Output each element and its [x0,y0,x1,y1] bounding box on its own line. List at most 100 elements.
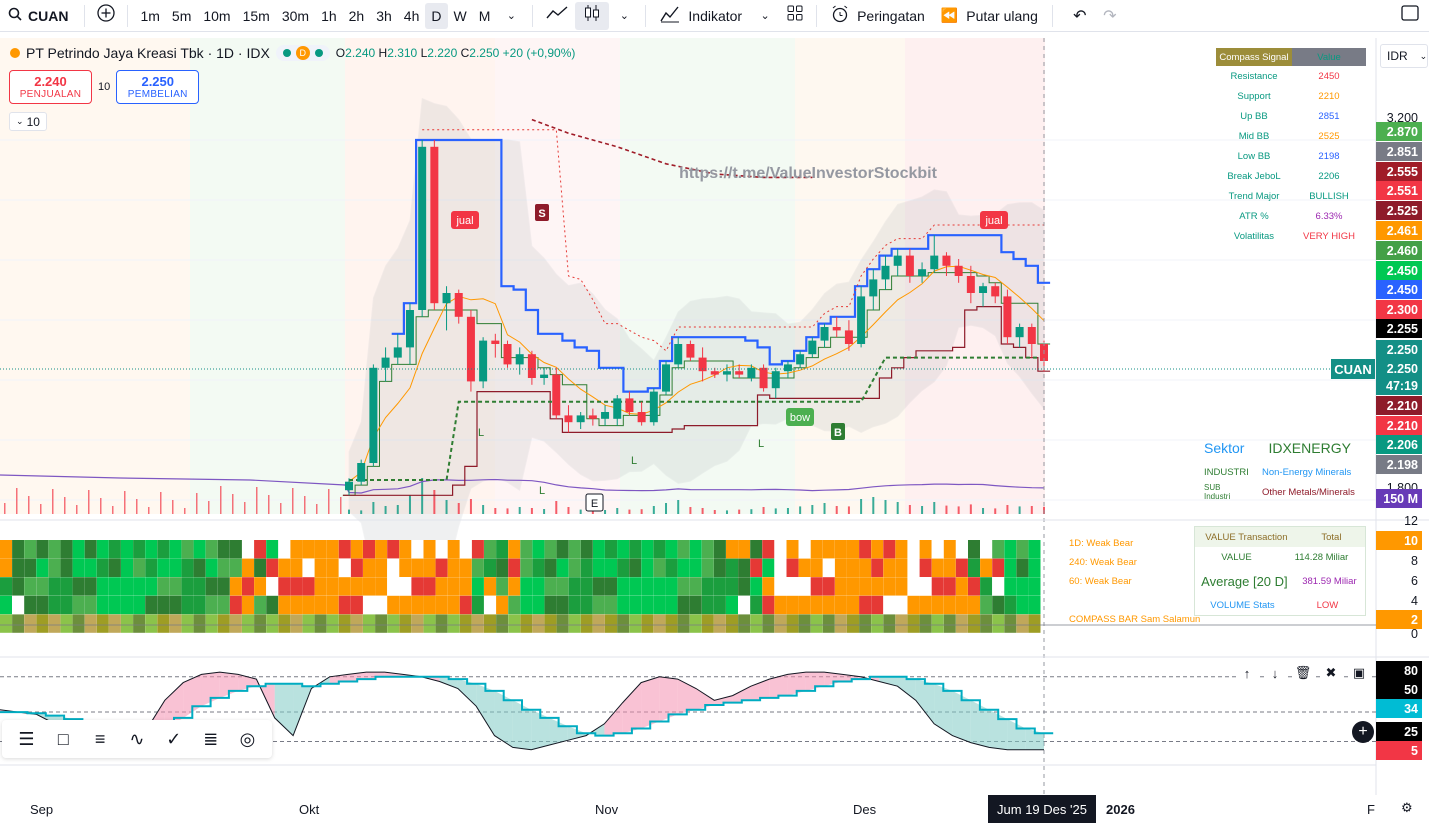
horizontal-lines-icon[interactable]: ☰ [18,728,35,749]
heat-cell [108,540,121,559]
heat-cell [750,558,763,577]
heat-cell [181,540,194,559]
interval-1m[interactable]: 1m [140,7,160,24]
candle-body [674,344,683,365]
interval-5m[interactable]: 5m [171,7,192,24]
heat-cell [520,540,533,559]
heat-cell [217,558,230,577]
settings-gear-icon[interactable]: ⚙ [1401,800,1413,815]
heat-cell [895,595,908,615]
chevron-down-icon: ⌄ [619,10,629,22]
symbol-label: CUAN [28,7,69,24]
heat-cell [726,540,738,559]
window-icon[interactable]: ▣ [1348,662,1370,684]
currency-selector[interactable]: IDR ⌄ [1380,44,1428,68]
trend-path-icon[interactable]: ∿ [129,728,145,749]
heat-cell [471,558,484,577]
heat-cell [169,595,182,615]
indicators-dropdown-button[interactable]: ⌄ [750,0,780,32]
indicators-button[interactable]: Indikator [652,0,750,32]
target-icon[interactable]: ◎ [239,728,256,749]
arrow-up-icon[interactable]: ↑ [1236,662,1258,684]
mid-trend-line [348,265,1045,483]
volume-bar [256,487,258,514]
redo-button[interactable]: ↷ [1095,0,1125,32]
alerts-button[interactable]: Peringatan [823,0,933,32]
heat-cell [580,540,593,559]
heat-cell [629,540,642,559]
time-axis[interactable]: Sep Okt Nov Des 2026 F ⚙ [0,795,1429,825]
alerts-label: Peringatan [857,7,925,24]
heat-cell [1016,540,1029,559]
plus-circle-icon [97,4,116,27]
candle-body [357,463,366,482]
interval-15m[interactable]: 15m [242,7,270,24]
heat-cell [193,540,206,559]
collapse-icon[interactable]: ✖ [1320,662,1342,684]
buy-button[interactable]: 2.250 PEMBELIAN [116,70,200,104]
heat-cell [84,577,97,596]
heat-cell [435,540,448,559]
heat-cell [750,595,763,615]
heat-cell [955,577,968,596]
heat-cell [508,614,521,633]
indicators-collapse-button[interactable]: ⌄ 10 [9,112,47,131]
market-status[interactable]: D [275,45,330,61]
price-scale-label: 2.460 [1376,241,1422,260]
interval-W[interactable]: W [453,7,467,24]
compass-row: Low BB 2198 [1216,146,1366,166]
volume-bar [750,509,753,514]
symbol-search-button[interactable]: CUAN [0,0,78,32]
symbol-legend[interactable]: PT Petrindo Jaya Kreasi Tbk · 1D · IDX D… [10,45,575,61]
interval-dropdown-button[interactable]: ⌄ [496,0,526,32]
heat-cell [544,540,557,559]
compare-symbol-button[interactable] [91,0,121,32]
volume-bar [16,488,18,514]
add-pane-button[interactable]: + [1352,721,1374,743]
interval-M[interactable]: M [478,7,491,24]
layout-templates-button[interactable] [780,0,810,32]
candle-body [405,310,414,348]
brush-icon[interactable]: ✓ [166,728,182,749]
sub-industry-label: SUB Industri [1204,483,1231,501]
heat-cell [350,540,363,559]
heat-cell [532,614,545,633]
main-chart[interactable]: jual jual S bow B E L L L L https://t.me… [0,34,1429,825]
undo-button[interactable]: ↶ [1065,0,1095,32]
top-toolbar: CUAN 1m 5m 10m 15m 30m 1h 2h 3h 4h D W M ⌄ ⌄ Indika… [0,0,1429,32]
heat-cell [592,540,605,559]
fullscreen-button[interactable] [1395,0,1425,32]
heat-cell [447,577,460,596]
candle-chart-type-button[interactable] [575,1,610,30]
heat-cell [798,540,811,559]
heat-cell [895,540,908,559]
heat-cell [411,558,424,577]
heat-cell [133,595,146,615]
heat-cell [375,577,388,596]
line-chart-type-button[interactable] [539,0,575,32]
heat-cell [847,577,859,596]
fib-levels-icon[interactable]: ≣ [203,728,219,749]
parallel-channel-icon[interactable]: ≡ [94,728,106,749]
earnings-marker-e[interactable]: E [585,493,604,512]
trash-icon[interactable]: 🗑 [1292,662,1314,684]
interval-D[interactable]: D [425,2,448,29]
interval-3h[interactable]: 3h [376,7,392,24]
interval-2h[interactable]: 2h [348,7,365,24]
volume-bar [652,506,655,514]
heat-cell [750,577,763,596]
heat-cell [181,614,194,633]
heat-cell [157,614,170,633]
replay-button[interactable]: ⏪ Putar ulang [933,0,1046,32]
interval-1h[interactable]: 1h [321,7,337,24]
interval-4h[interactable]: 4h [403,7,420,24]
chart-type-dropdown-button[interactable]: ⌄ [609,0,639,32]
rectangle-icon[interactable]: □ [57,728,69,749]
arrow-down-icon[interactable]: ↓ [1264,662,1286,684]
sell-button[interactable]: 2.240 PENJUALAN [9,70,92,104]
interval-10m[interactable]: 10m [203,7,231,24]
price-scale-label: 25 [1376,722,1422,741]
heat-cell [786,577,799,596]
candle-body [418,146,427,310]
interval-30m[interactable]: 30m [281,7,310,24]
